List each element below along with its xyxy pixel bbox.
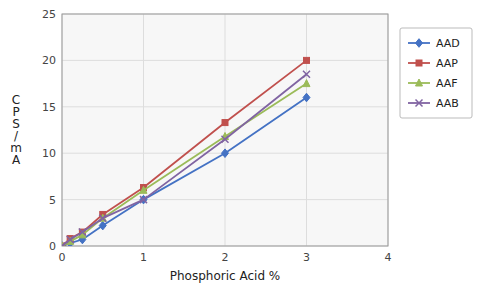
point bbox=[140, 196, 147, 203]
series bbox=[62, 71, 310, 246]
legend: AAD AAP AAF AAB bbox=[400, 28, 472, 118]
grid-line bbox=[62, 60, 388, 61]
grid-line bbox=[143, 14, 144, 246]
point bbox=[222, 120, 228, 126]
point bbox=[222, 136, 229, 143]
grid-line bbox=[225, 14, 226, 246]
point bbox=[62, 243, 66, 247]
legend-label: AAB bbox=[436, 97, 459, 110]
plot-area bbox=[62, 14, 388, 246]
series-line bbox=[62, 74, 307, 246]
tick-label: 0 bbox=[49, 240, 56, 253]
point bbox=[303, 71, 310, 78]
grid-line bbox=[306, 14, 307, 246]
plot-frame bbox=[62, 14, 388, 246]
point bbox=[99, 215, 106, 222]
tick-label: 5 bbox=[49, 194, 56, 207]
y-axis-label-line: A bbox=[12, 153, 21, 167]
point bbox=[99, 221, 106, 230]
point bbox=[303, 93, 310, 102]
point bbox=[140, 186, 147, 193]
tick-label: 2 bbox=[222, 251, 229, 264]
tick-label: 10 bbox=[42, 147, 56, 160]
series bbox=[62, 80, 310, 246]
tick-label: 4 bbox=[385, 251, 392, 264]
grid-line bbox=[62, 106, 388, 107]
point bbox=[222, 149, 229, 158]
series-line bbox=[62, 60, 307, 246]
series bbox=[62, 93, 310, 246]
point bbox=[140, 195, 147, 204]
point bbox=[67, 236, 74, 243]
chart: 012340510152025Phosphoric Acid %CPS/mAAA… bbox=[0, 0, 483, 290]
legend-box bbox=[400, 28, 472, 118]
point bbox=[304, 57, 310, 63]
series-line bbox=[62, 98, 307, 246]
series bbox=[62, 57, 310, 246]
tick-label: 15 bbox=[42, 101, 56, 114]
legend-marker bbox=[416, 79, 423, 86]
legend-marker bbox=[416, 39, 423, 48]
tick-label: 1 bbox=[140, 251, 147, 264]
point bbox=[303, 80, 310, 87]
tick-label: 25 bbox=[42, 8, 56, 21]
tick-label: 0 bbox=[59, 251, 66, 264]
x-axis-label: Phosphoric Acid % bbox=[170, 269, 280, 283]
series-marks bbox=[62, 57, 310, 246]
legend-label: AAF bbox=[436, 77, 458, 90]
legend-label: AAP bbox=[436, 57, 458, 70]
grid bbox=[62, 14, 388, 246]
grid-line bbox=[62, 199, 388, 200]
tick-label: 20 bbox=[42, 54, 56, 67]
point bbox=[79, 229, 86, 236]
y-axis-label: CPS/mA bbox=[10, 93, 22, 167]
legend-marker bbox=[416, 100, 423, 107]
legend-marker bbox=[416, 60, 422, 66]
tick-label: 3 bbox=[303, 251, 310, 264]
legend-label: AAD bbox=[436, 37, 460, 50]
